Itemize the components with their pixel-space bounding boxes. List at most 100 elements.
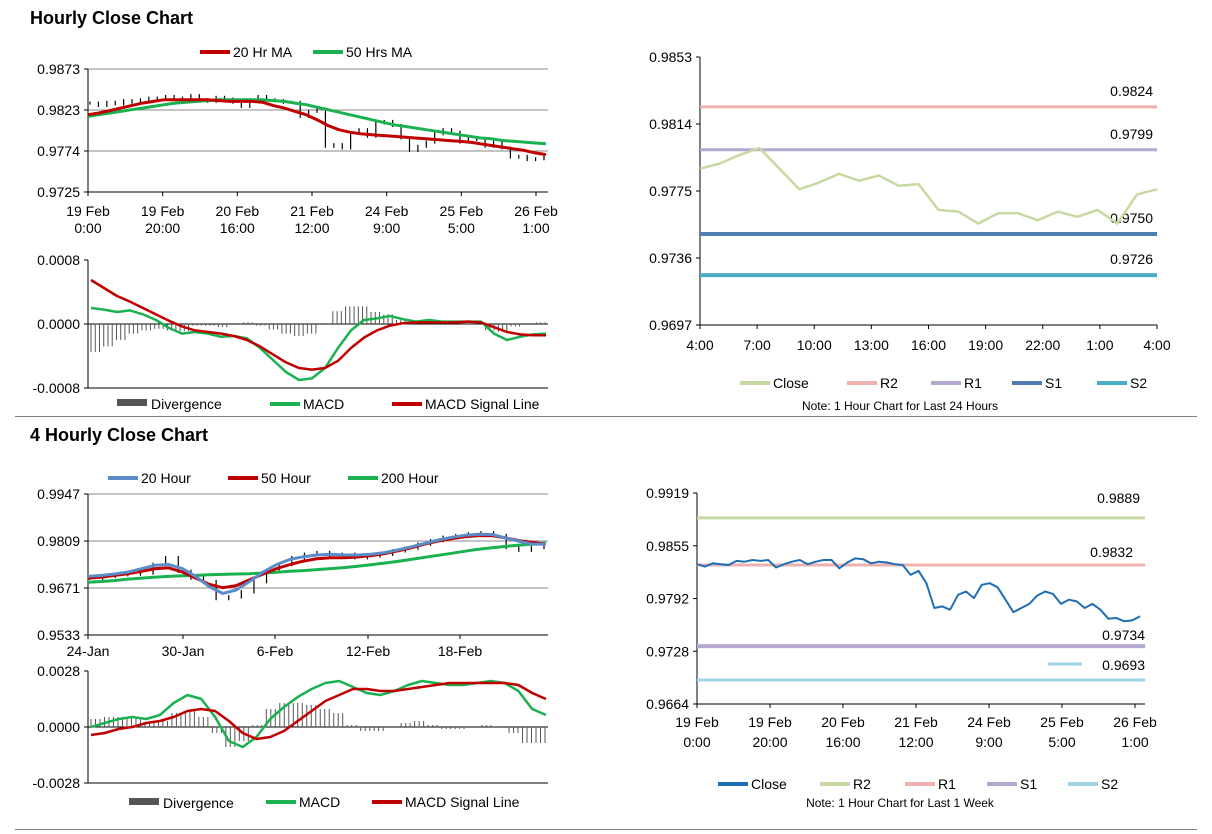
- four-legend-r2-label: R2: [853, 776, 871, 792]
- four-price-xtick-label: 18-Feb: [438, 643, 483, 659]
- four-levels-xtick-time: 1:00: [1121, 734, 1148, 750]
- four-ma50-line: [87, 534, 547, 590]
- four-legend-r1-label: R1: [938, 776, 956, 792]
- hourly-level-r2-label: 0.9824: [1110, 83, 1153, 99]
- four-ma20-line: [87, 532, 546, 595]
- hourly-note: Note: 1 Hour Chart for Last 24 Hours: [802, 399, 998, 413]
- four-levels-xtick-date: 20 Feb: [821, 714, 865, 730]
- hourly-ma20-line: [87, 98, 547, 157]
- hourly-price-xtick-time: 1:00: [522, 220, 549, 236]
- four-levels-xtick-date: 24 Feb: [967, 714, 1011, 730]
- hourly-title: Hourly Close Chart: [30, 8, 194, 28]
- legend-four-divergence-label: Divergence: [163, 795, 234, 811]
- legend-macd-label: MACD: [303, 396, 344, 412]
- four-macd-line: [90, 679, 547, 749]
- hourly-price-xtick-date: 19 Feb: [66, 203, 110, 219]
- hourly-price-ytick-label: 0.9774: [37, 143, 80, 159]
- four-levels-ytick-label: 0.9855: [646, 538, 689, 554]
- legend-four-macd-signal-label: MACD Signal Line: [405, 794, 520, 810]
- hourly-legend-r2-label: R2: [880, 375, 898, 391]
- legend-20-hour-label: 20 Hour: [141, 470, 191, 486]
- four-price-ytick-label: 0.9947: [37, 486, 80, 502]
- four-levels-xtick-date: 26 Feb: [1113, 714, 1157, 730]
- four-levels-xtick-date: 21 Feb: [894, 714, 938, 730]
- four-level-s2-label: 0.9693: [1102, 657, 1145, 673]
- hourly-level-s2-label: 0.9726: [1110, 251, 1153, 267]
- hourly-price-ytick-label: 0.9873: [37, 61, 80, 77]
- four-close-line: [696, 557, 1141, 623]
- hourly-legend-close-label: Close: [773, 375, 809, 391]
- hourly-levels-xtick-label: 7:00: [744, 337, 771, 353]
- hourly-levels-xtick-label: 10:00: [797, 337, 832, 353]
- hourly-legend-s2-label: S2: [1130, 375, 1147, 391]
- hourly-price-xtick-time: 16:00: [220, 220, 255, 236]
- legend-50hrs-ma-label: 50 Hrs MA: [346, 44, 413, 60]
- four-levels-xtick-date: 25 Feb: [1040, 714, 1084, 730]
- hourly-levels-ytick-label: 0.9736: [649, 250, 692, 266]
- hourly-price-ytick-label: 0.9725: [37, 184, 80, 200]
- four-price-xtick-label: 30-Jan: [162, 643, 205, 659]
- four-levels-ytick-label: 0.9664: [646, 696, 689, 712]
- hourly-macd-ytick-label: 0.0008: [37, 252, 80, 268]
- hourly-levels-xtick-label: 4:00: [1143, 337, 1170, 353]
- four-level-r2-label: 0.9889: [1097, 490, 1140, 506]
- hourly-close-line: [699, 146, 1158, 225]
- section-divider: [15, 416, 1197, 417]
- four-levels-xtick-time: 16:00: [825, 734, 860, 750]
- legend-macd-signal-label: MACD Signal Line: [425, 396, 540, 412]
- hourly-levels-ytick-label: 0.9775: [649, 183, 692, 199]
- four-levels-ytick-label: 0.9728: [646, 643, 689, 659]
- four-ma200-line: [87, 541, 547, 584]
- hourly-price-xtick-time: 9:00: [373, 220, 400, 236]
- four-levels-ytick-label: 0.9792: [646, 591, 689, 607]
- four-levels-xtick-date: 19 Feb: [675, 714, 719, 730]
- four-note: Note: 1 Hour Chart for Last 1 Week: [806, 796, 995, 810]
- four-levels-ytick-label: 0.9919: [646, 485, 689, 501]
- hourly-price-xtick-time: 0:00: [74, 220, 101, 236]
- hourly-level-r1-label: 0.9799: [1110, 126, 1153, 142]
- four-price-xtick-label: 6-Feb: [257, 643, 294, 659]
- four-price-xtick-label: 24-Jan: [67, 643, 110, 659]
- four-legend-close-label: Close: [751, 776, 787, 792]
- hourly-price-xtick-time: 12:00: [294, 220, 329, 236]
- four-levels-xtick-time: 9:00: [975, 734, 1002, 750]
- legend-divergence-swatch: [117, 399, 147, 406]
- four-price-xtick-label: 12-Feb: [346, 643, 391, 659]
- hourly-price-xtick-time: 20:00: [145, 220, 180, 236]
- hourly-price-xtick-date: 26 Feb: [514, 203, 558, 219]
- hourly-price-xtick-date: 25 Feb: [440, 203, 484, 219]
- hourly-price-xtick-date: 19 Feb: [141, 203, 185, 219]
- legend-four-macd-label: MACD: [299, 794, 340, 810]
- four-macd-ytick-label: -0.0028: [33, 775, 81, 791]
- hourly-levels-ytick-label: 0.9814: [649, 116, 692, 132]
- four-hourly-title: 4 Hourly Close Chart: [30, 425, 209, 445]
- legend-divergence-label: Divergence: [151, 396, 222, 412]
- four-legend-s2-label: S2: [1101, 776, 1118, 792]
- legend-20hr-ma-label: 20 Hr MA: [233, 44, 293, 60]
- hourly-levels-ytick-label: 0.9853: [649, 49, 692, 65]
- four-levels-xtick-time: 20:00: [752, 734, 787, 750]
- hourly-price-xtick-time: 5:00: [448, 220, 475, 236]
- hourly-price-xtick-date: 21 Feb: [290, 203, 334, 219]
- four-price-ytick-label: 0.9671: [37, 580, 80, 596]
- legend-four-divergence-swatch: [129, 798, 159, 805]
- bottom-divider: [15, 829, 1197, 830]
- four-macd-ytick-label: 0.0028: [37, 663, 80, 679]
- four-levels-xtick-time: 0:00: [683, 734, 710, 750]
- hourly-levels-ytick-label: 0.9697: [649, 317, 692, 333]
- four-macd-ytick-label: 0.0000: [37, 719, 80, 735]
- hourly-price-xtick-date: 24 Feb: [365, 203, 409, 219]
- four-level-s1-label: 0.9734: [1102, 627, 1145, 643]
- hourly-macd-ytick-label: 0.0000: [37, 316, 80, 332]
- four-price-ytick-label: 0.9533: [37, 627, 80, 643]
- legend-200-hour-label: 200 Hour: [381, 470, 439, 486]
- hourly-ma50-line: [87, 98, 547, 146]
- hourly-legend-s1-label: S1: [1045, 375, 1062, 391]
- four-levels-xtick-date: 19 Feb: [748, 714, 792, 730]
- hourly-signal-line: [90, 278, 546, 371]
- hourly-levels-xtick-label: 16:00: [911, 337, 946, 353]
- hourly-level-s1-label: 0.9750: [1110, 210, 1153, 226]
- hourly-levels-xtick-label: 22:00: [1025, 337, 1060, 353]
- four-signal-line: [90, 681, 547, 741]
